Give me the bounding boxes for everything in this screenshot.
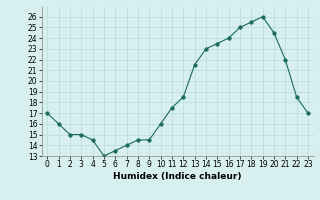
X-axis label: Humidex (Indice chaleur): Humidex (Indice chaleur): [113, 172, 242, 181]
